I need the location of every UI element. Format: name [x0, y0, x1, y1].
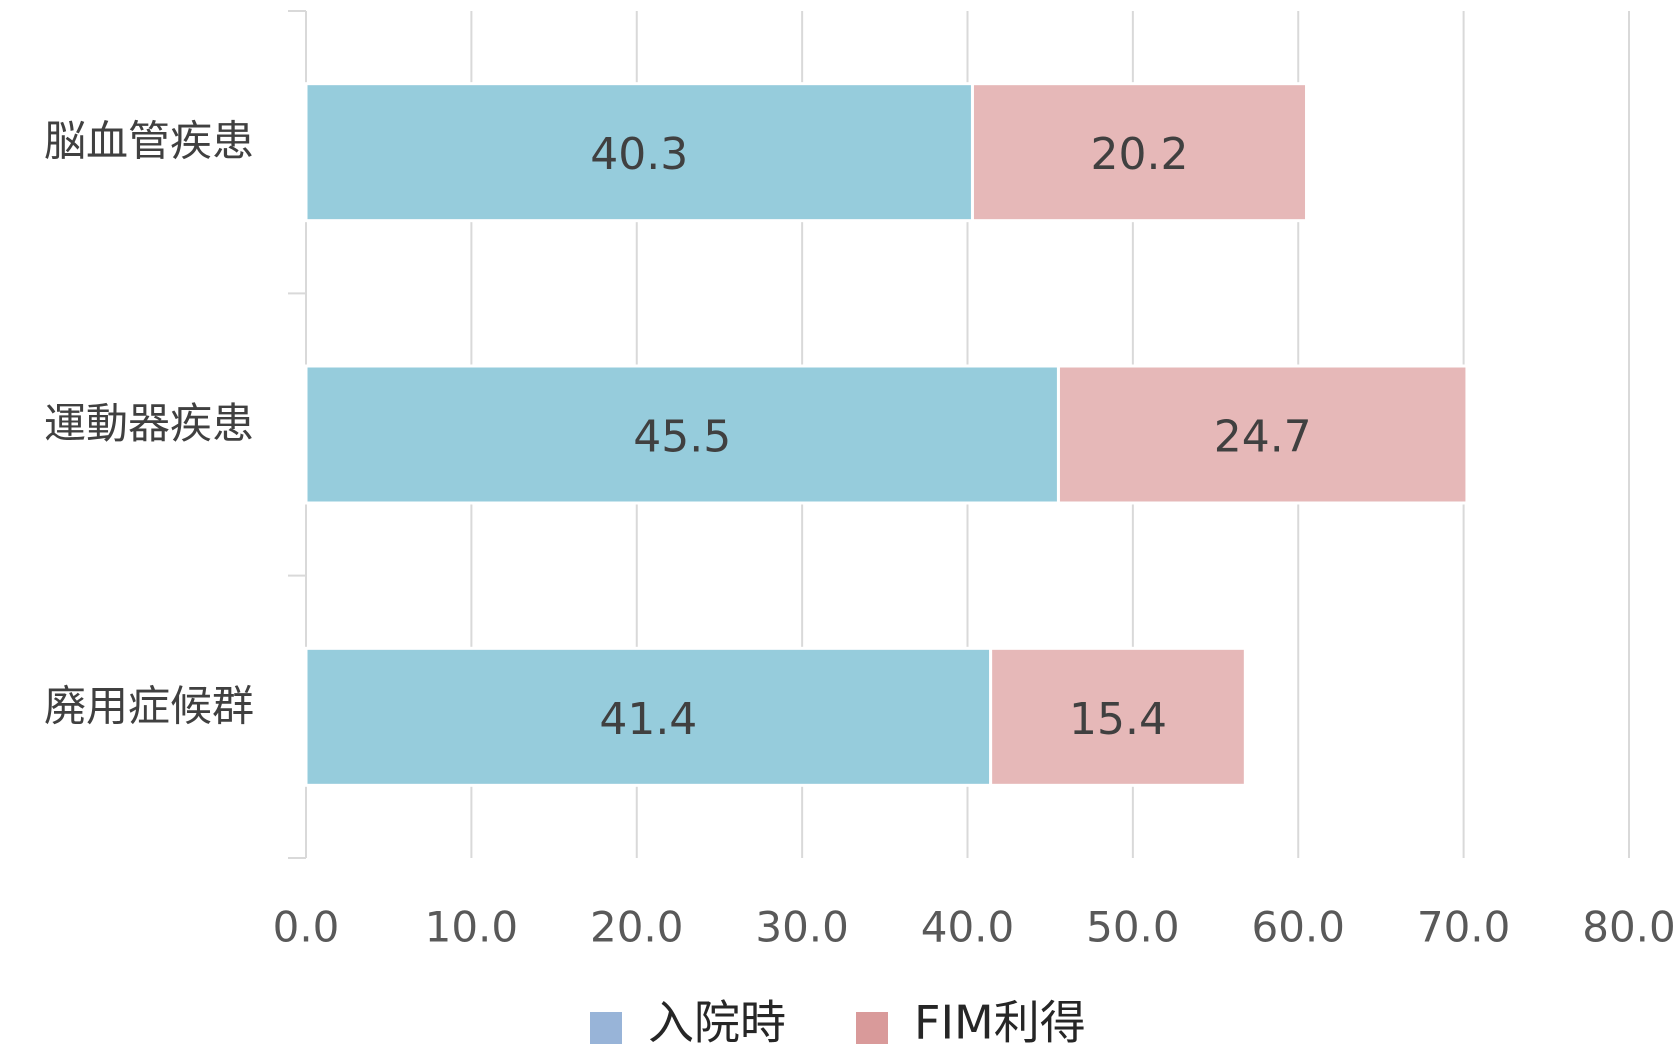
- bar-segment: [989, 646, 1247, 787]
- x-tick-label: 60.0: [1251, 903, 1345, 952]
- x-tick-label: 50.0: [1086, 903, 1180, 952]
- category-label: 廃用症候群: [44, 681, 254, 730]
- category-label: 脳血管疾患: [44, 117, 254, 166]
- bar-segment: [1056, 364, 1469, 505]
- x-tick-label: 0.0: [273, 903, 340, 952]
- bar-segment: [304, 646, 993, 787]
- legend-label: FIM利得: [914, 996, 1086, 1046]
- legend-marker: [856, 1012, 888, 1044]
- x-tick-label: 70.0: [1417, 903, 1511, 952]
- data-label: 20.2: [1091, 129, 1189, 180]
- legend-marker: [590, 1012, 622, 1044]
- x-tick-label: 20.0: [590, 903, 684, 952]
- x-tick-label: 40.0: [921, 903, 1015, 952]
- legend-label: 入院時: [648, 996, 786, 1046]
- data-label: 41.4: [599, 694, 697, 745]
- bar-segment: [970, 82, 1309, 223]
- data-label: 15.4: [1069, 694, 1167, 745]
- data-label: 45.5: [633, 412, 731, 463]
- data-label: 24.7: [1214, 412, 1312, 463]
- category-label: 運動器疾患: [44, 399, 254, 448]
- x-tick-label: 10.0: [425, 903, 519, 952]
- x-tick-label: 30.0: [755, 903, 849, 952]
- x-tick-label: 80.0: [1582, 903, 1674, 952]
- data-label: 40.3: [590, 129, 688, 180]
- bar-segment: [304, 364, 1060, 505]
